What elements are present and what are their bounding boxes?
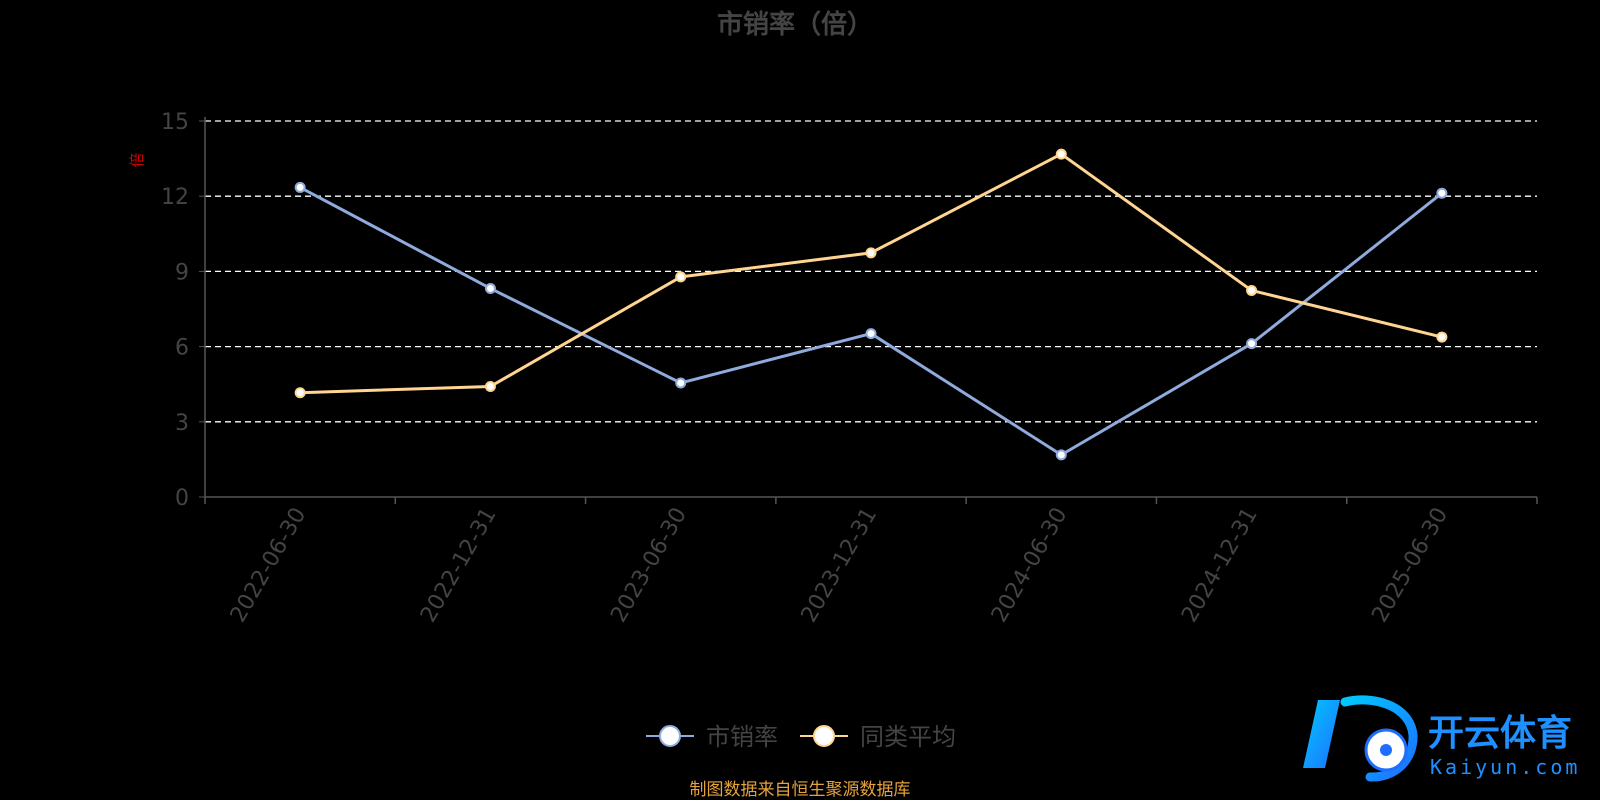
y-tick-label: 6: [175, 336, 189, 361]
source-note: 制图数据来自恒生聚源数据库: [690, 780, 911, 800]
x-tick-label: 2024-12-31: [1177, 504, 1263, 627]
data-point-1[interactable]: [1246, 284, 1258, 296]
x-tick-label: 2022-12-31: [416, 504, 502, 627]
series-line-0: [299, 186, 1443, 457]
y-tick-label: 15: [161, 110, 189, 135]
y-tick-label: 3: [175, 411, 189, 436]
data-point-0[interactable]: [1246, 338, 1258, 350]
grid-lines: [205, 120, 1537, 423]
legend: 市销率 同类平均: [646, 723, 956, 751]
y-tick-label: 12: [161, 185, 189, 210]
data-point-0[interactable]: [865, 328, 877, 340]
data-point-1[interactable]: [294, 387, 306, 399]
data-point-0[interactable]: [1055, 449, 1067, 461]
y-axis-label: 倍: [128, 152, 146, 167]
data-point-1[interactable]: [484, 380, 496, 392]
legend-item-avg[interactable]: 同类平均: [800, 723, 956, 751]
y-tick-label: 9: [175, 260, 189, 285]
data-point-0[interactable]: [484, 282, 496, 294]
y-tick-labels: 0 3 6 9 12 15: [161, 110, 189, 511]
legend-label-avg: 同类平均: [860, 723, 956, 751]
y-tick-label: 0: [175, 486, 189, 511]
x-tick-label: 2023-12-31: [797, 504, 883, 627]
logo-swoosh-icon: [1340, 695, 1418, 782]
x-tick-labels: 2022-06-30 2022-12-31 2023-06-30 2023-12-31…: [226, 504, 1453, 627]
data-point-1[interactable]: [675, 271, 687, 283]
x-tick-label: 2024-06-30: [987, 504, 1073, 627]
logo-k-stem-icon: [1303, 700, 1340, 768]
series-line-1: [300, 152, 1443, 395]
data-point-1[interactable]: [1055, 148, 1067, 160]
x-tick-label: 2023-06-30: [606, 504, 692, 627]
data-point-1[interactable]: [1436, 331, 1448, 343]
data-point-0[interactable]: [294, 181, 306, 193]
legend-marker-pe: [659, 725, 681, 747]
logo-name-cn: 开云体育: [1428, 713, 1572, 754]
data-point-1[interactable]: [865, 247, 877, 259]
series: [294, 148, 1448, 461]
axes: [199, 117, 1538, 504]
legend-label-pe: 市销率: [706, 723, 778, 751]
x-tick-label: 2022-06-30: [226, 504, 312, 627]
data-point-0[interactable]: [1436, 187, 1448, 199]
x-tick-label: 2025-06-30: [1367, 504, 1453, 627]
watermark-logo: 开云体育 Kaiyun.com: [1303, 695, 1580, 782]
legend-item-pe[interactable]: 市销率: [646, 723, 778, 751]
logo-ball-patch-icon: [1380, 744, 1392, 756]
logo-name-en: Kaiyun.com: [1430, 755, 1580, 779]
data-point-0[interactable]: [675, 377, 687, 389]
legend-marker-avg: [813, 725, 835, 747]
chart-title: 市销率（倍）: [717, 9, 873, 40]
